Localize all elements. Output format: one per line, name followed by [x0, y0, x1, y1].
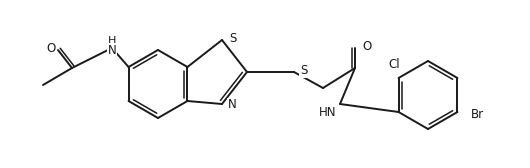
- Text: S: S: [229, 32, 236, 46]
- Text: S: S: [300, 65, 307, 77]
- Text: O: O: [362, 40, 371, 53]
- Text: N: N: [108, 44, 117, 56]
- Text: O: O: [47, 43, 56, 55]
- Text: Br: Br: [471, 108, 483, 120]
- Text: N: N: [228, 98, 237, 112]
- Text: Cl: Cl: [388, 58, 400, 72]
- Text: HN: HN: [319, 106, 336, 118]
- Text: H: H: [108, 36, 116, 46]
